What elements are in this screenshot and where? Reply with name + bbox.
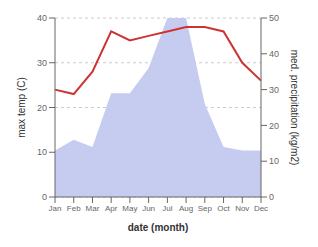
- svg-text:40: 40: [37, 13, 47, 23]
- svg-text:50: 50: [269, 13, 279, 23]
- svg-text:30: 30: [269, 85, 279, 95]
- svg-text:Dec: Dec: [254, 204, 268, 213]
- svg-text:date (month): date (month): [128, 222, 189, 233]
- svg-text:40: 40: [269, 49, 279, 59]
- svg-text:Apr: Apr: [105, 204, 118, 213]
- svg-text:20: 20: [269, 121, 279, 131]
- svg-text:May: May: [122, 204, 137, 213]
- svg-text:Aug: Aug: [179, 204, 193, 213]
- svg-text:Mar: Mar: [86, 204, 100, 213]
- svg-text:Oct: Oct: [217, 204, 230, 213]
- svg-text:Feb: Feb: [67, 204, 81, 213]
- svg-text:10: 10: [269, 156, 279, 166]
- svg-text:Jan: Jan: [49, 204, 62, 213]
- svg-text:Jun: Jun: [142, 204, 155, 213]
- svg-text:med. precipitation (kg/m2): med. precipitation (kg/m2): [289, 50, 300, 166]
- svg-text:Jul: Jul: [162, 204, 172, 213]
- svg-text:10: 10: [37, 147, 47, 157]
- svg-text:Sep: Sep: [198, 204, 213, 213]
- svg-text:20: 20: [37, 103, 47, 113]
- svg-text:30: 30: [37, 58, 47, 68]
- svg-text:0: 0: [269, 192, 274, 202]
- svg-text:max temp (C): max temp (C): [16, 77, 27, 138]
- svg-text:0: 0: [42, 192, 47, 202]
- svg-text:Nov: Nov: [235, 204, 249, 213]
